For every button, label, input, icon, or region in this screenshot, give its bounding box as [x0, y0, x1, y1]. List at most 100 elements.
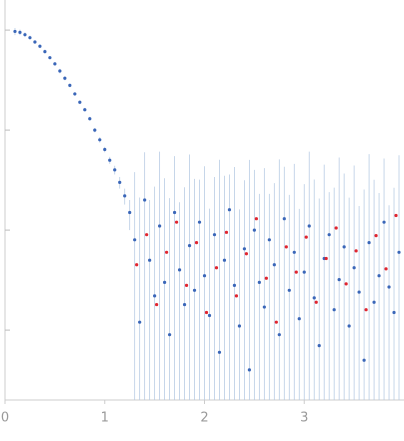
data-point: [155, 302, 159, 307]
data-point: [28, 36, 32, 40]
data-point: [23, 33, 27, 37]
data-point: [297, 317, 301, 321]
data-point: [177, 268, 182, 272]
data-point: [167, 333, 172, 337]
data-point: [172, 210, 177, 215]
data-point: [162, 280, 167, 284]
data-point: [138, 320, 142, 324]
data-point: [133, 238, 137, 242]
data-point: [197, 220, 202, 224]
data-point: [264, 276, 268, 280]
data-point: [217, 350, 222, 354]
data-point: [135, 263, 139, 267]
data-point: [98, 138, 102, 142]
data-point: [294, 270, 298, 274]
data-point: [367, 240, 371, 245]
data-point: [384, 267, 388, 271]
data-point: [317, 343, 321, 348]
data-point: [282, 217, 286, 221]
data-point: [158, 224, 162, 228]
data-point: [252, 228, 256, 232]
data-point: [287, 288, 291, 292]
data-point: [364, 308, 368, 312]
data-point: [272, 263, 276, 267]
data-point: [33, 40, 37, 44]
data-point: [354, 249, 358, 253]
data-point: [13, 29, 17, 34]
data-point: [108, 158, 112, 162]
data-point: [93, 128, 97, 132]
data-point: [234, 294, 239, 298]
data-point: [302, 270, 306, 274]
data-point: [372, 300, 376, 304]
data-point: [222, 258, 227, 262]
data-point: [324, 256, 328, 261]
data-point: [63, 76, 67, 80]
data-point: [182, 302, 187, 307]
data-point: [277, 333, 281, 337]
data-point: [337, 277, 341, 282]
data-point: [344, 282, 348, 286]
data-point: [274, 320, 278, 324]
data-point: [48, 56, 52, 60]
data-point: [254, 217, 258, 221]
data-point: [237, 324, 242, 328]
data-point: [103, 147, 107, 152]
data-point: [352, 266, 356, 270]
data-point: [362, 358, 366, 362]
data-point: [244, 252, 248, 256]
data-point: [148, 258, 152, 262]
data-point: [304, 235, 308, 239]
data-point: [83, 108, 87, 112]
data-point: [334, 226, 338, 230]
data-point: [58, 69, 62, 73]
data-point: [374, 234, 378, 238]
data-point: [174, 220, 179, 224]
data-point: [314, 300, 318, 304]
data-point: [184, 283, 189, 287]
data-point: [38, 44, 42, 48]
data-point: [43, 49, 47, 54]
data-point: [247, 368, 251, 372]
data-point: [342, 245, 346, 249]
data-point: [377, 274, 381, 278]
data-point: [392, 310, 396, 315]
data-point: [143, 198, 147, 202]
data-point: [53, 62, 57, 66]
data-point: [327, 233, 331, 237]
data-point: [312, 296, 316, 300]
data-point: [262, 305, 266, 309]
data-point: [18, 30, 22, 34]
data-point: [123, 194, 127, 198]
data-point: [78, 100, 82, 104]
data-point: [207, 313, 212, 318]
data-point: [202, 274, 207, 278]
x-tick-label: 0: [1, 411, 9, 426]
data-point: [242, 247, 246, 251]
data-point: [187, 243, 192, 248]
data-point: [397, 250, 401, 254]
data-point: [382, 220, 386, 224]
data-point: [347, 324, 351, 328]
data-point: [68, 83, 72, 87]
data-point: [232, 283, 237, 287]
data-point: [194, 240, 199, 245]
data-point: [227, 208, 232, 212]
x-tick-label: 1: [101, 411, 109, 426]
data-point: [332, 308, 336, 312]
data-point: [113, 168, 117, 172]
data-point: [224, 230, 229, 234]
data-point: [145, 233, 149, 237]
data-point: [128, 210, 132, 215]
data-point: [88, 117, 92, 121]
data-point: [212, 233, 217, 237]
data-point: [164, 250, 169, 254]
data-point: [118, 180, 122, 184]
data-point: [73, 92, 77, 96]
data-point: [387, 285, 391, 289]
data-point: [292, 250, 296, 254]
data-point: [257, 280, 261, 284]
data-point: [357, 290, 361, 294]
data-point: [153, 294, 157, 298]
